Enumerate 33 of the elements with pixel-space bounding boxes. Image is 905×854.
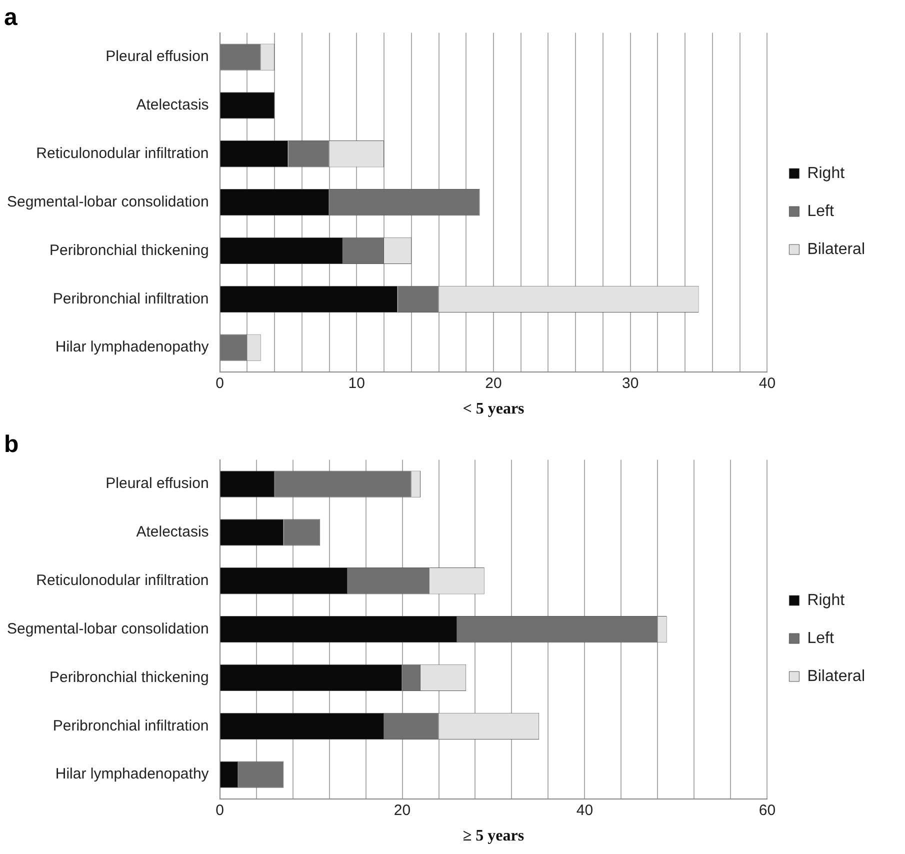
- x-tick-label: 20: [485, 374, 502, 392]
- legend-label: Bilateral: [807, 668, 866, 685]
- y-tick-label: Atelectasis: [136, 96, 209, 114]
- legend-label: Left: [807, 630, 834, 647]
- x-tick-label: 0: [216, 802, 224, 819]
- y-tick-label: Peribronchial thickening: [50, 668, 209, 686]
- text: a: [4, 4, 18, 32]
- x-tick-label: 10: [348, 374, 365, 392]
- y-tick-label: Pleural effusion: [106, 48, 209, 66]
- legend-label: Right: [807, 164, 846, 182]
- y-tick-label: Reticulonodular infiltration: [36, 572, 209, 590]
- legend-label: Right: [807, 592, 846, 609]
- text: b: [4, 431, 19, 458]
- y-tick-label: Reticulonodular infiltration: [36, 145, 209, 162]
- x-tick-label: 40: [576, 802, 594, 819]
- y-tick-label: Peribronchial thickening: [50, 242, 209, 259]
- x-tick-label: 0: [216, 374, 224, 392]
- x-axis-title: < 5 years: [462, 400, 524, 418]
- y-tick-label: Segmental-lobar consolidation: [6, 193, 209, 210]
- y-tick-label: Segmental-lobar consolidation: [6, 620, 209, 638]
- y-tick-label: Atelectasis: [136, 524, 209, 541]
- y-tick-label: Peribronchial infiltration: [52, 290, 209, 308]
- y-tick-label: Pleural effusion: [106, 475, 209, 492]
- x-tick-label: 40: [758, 374, 776, 392]
- y-tick-label: Hilar lymphadenopathy: [55, 338, 210, 356]
- legend-label: Bilateral: [807, 240, 866, 258]
- x-tick-label: 60: [758, 802, 776, 819]
- x-tick-label: 20: [394, 802, 411, 819]
- x-tick-label: 30: [622, 374, 639, 392]
- legend-label: Left: [807, 202, 834, 220]
- x-axis-title: ≥ 5 years: [462, 828, 524, 845]
- y-tick-label: Hilar lymphadenopathy: [55, 766, 210, 783]
- y-tick-label: Peribronchial infiltration: [52, 717, 209, 734]
